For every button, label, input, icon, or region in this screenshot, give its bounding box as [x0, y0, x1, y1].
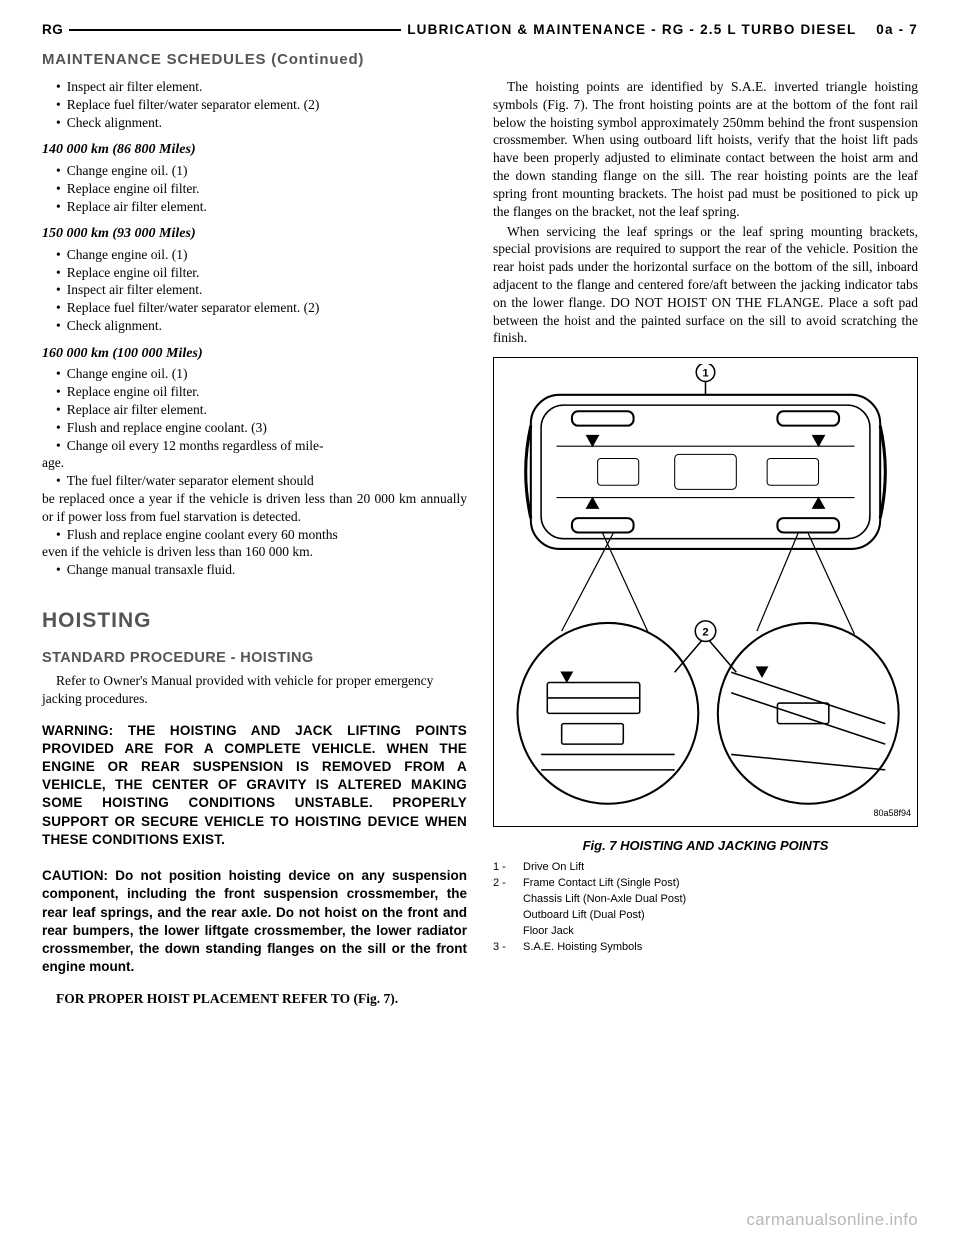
proper-hoist-note: FOR PROPER HOIST PLACEMENT REFER TO (Fig… [42, 990, 467, 1008]
header-section-title: LUBRICATION & MAINTENANCE - RG - 2.5 L T… [407, 22, 918, 37]
legend-key [493, 924, 523, 940]
hoisting-intro: Refer to Owner's Manual provided with ve… [42, 672, 467, 708]
hoisting-para-1: The hoisting points are identified by S.… [493, 78, 918, 221]
legend-row: Floor Jack [493, 924, 918, 940]
continued-heading: MAINTENANCE SCHEDULES (Continued) [42, 51, 918, 68]
caution-block: CAUTION: Do not position hoisting device… [42, 867, 467, 976]
figure-7: 1 [493, 357, 918, 827]
header-model: RG [42, 22, 63, 37]
bullet-item: Replace air filter element. [42, 198, 467, 216]
content-columns: Inspect air filter element. Replace fuel… [42, 78, 918, 1008]
bullet-item: Check alignment. [42, 114, 467, 132]
bullet-item: Change engine oil. (1) [42, 162, 467, 180]
bullet-item: Replace fuel filter/water separator elem… [42, 96, 467, 114]
bullet-item: Change engine oil. (1) [42, 246, 467, 264]
legend-row: 3 - S.A.E. Hoisting Symbols [493, 940, 918, 956]
bullet-item-wrap: age. [42, 454, 467, 472]
interval-heading: 140 000 km (86 800 Miles) [42, 141, 467, 159]
bullet-item: Change engine oil. (1) [42, 365, 467, 383]
legend-row: Chassis Lift (Non-Axle Dual Post) [493, 892, 918, 908]
bullet-item: Change oil every 12 months regardless of… [42, 437, 467, 455]
callout-2: 2 [702, 626, 708, 638]
figure-legend: 1 - Drive On Lift 2 - Frame Contact Lift… [493, 860, 918, 956]
bullet-item: Check alignment. [42, 317, 467, 335]
footer-watermark: carmanualsonline.info [746, 1210, 918, 1230]
bullet-item: Replace engine oil filter. [42, 383, 467, 401]
bullet-item: Flush and replace engine coolant. (3) [42, 419, 467, 437]
legend-key: 3 - [493, 940, 523, 956]
interval-heading: 150 000 km (93 000 Miles) [42, 225, 467, 243]
header-page-ref: 0a - 7 [876, 22, 918, 37]
hoisting-subheading: STANDARD PROCEDURE - HOISTING [42, 649, 467, 668]
legend-row: Outboard Lift (Dual Post) [493, 908, 918, 924]
legend-val: Floor Jack [523, 924, 918, 940]
bullet-item: Inspect air filter element. [42, 78, 467, 96]
bullet-item: Replace air filter element. [42, 401, 467, 419]
legend-key [493, 892, 523, 908]
legend-row: 1 - Drive On Lift [493, 860, 918, 876]
left-column: Inspect air filter element. Replace fuel… [42, 78, 467, 1008]
figure-code: 80a58f94 [500, 808, 911, 820]
warning-block: WARNING: THE HOISTING AND JACK LIFTING P… [42, 722, 467, 850]
bullet-item: Inspect air filter element. [42, 281, 467, 299]
legend-row: 2 - Frame Contact Lift (Single Post) [493, 876, 918, 892]
bullet-item: Flush and replace engine coolant every 6… [42, 526, 467, 544]
bullet-item: Change manual transaxle fluid. [42, 561, 467, 579]
bullet-item-wrap: even if the vehicle is driven less than … [42, 543, 467, 561]
page: RG LUBRICATION & MAINTENANCE - RG - 2.5 … [0, 0, 960, 1242]
hoisting-heading: HOISTING [42, 607, 467, 635]
legend-val: Frame Contact Lift (Single Post) [523, 876, 918, 892]
hoisting-para-2: When servicing the leaf springs or the l… [493, 223, 918, 348]
legend-val: Chassis Lift (Non-Axle Dual Post) [523, 892, 918, 908]
bullet-item: The fuel filter/water separator element … [42, 472, 467, 490]
legend-key: 1 - [493, 860, 523, 876]
bullet-item: Replace engine oil filter. [42, 180, 467, 198]
header-title-text: LUBRICATION & MAINTENANCE - RG - 2.5 L T… [407, 22, 856, 37]
figure-caption: Fig. 7 HOISTING AND JACKING POINTS [493, 837, 918, 854]
legend-val: Outboard Lift (Dual Post) [523, 908, 918, 924]
legend-key [493, 908, 523, 924]
bullet-item: Replace fuel filter/water separator elem… [42, 299, 467, 317]
bullet-item: Replace engine oil filter. [42, 264, 467, 282]
interval-heading: 160 000 km (100 000 Miles) [42, 345, 467, 363]
legend-key: 2 - [493, 876, 523, 892]
bullet-item-wrap: be replaced once a year if the vehicle i… [42, 490, 467, 526]
figure-7-svg: 1 [500, 364, 911, 806]
page-header: RG LUBRICATION & MAINTENANCE - RG - 2.5 … [42, 22, 918, 37]
legend-val: S.A.E. Hoisting Symbols [523, 940, 918, 956]
legend-val: Drive On Lift [523, 860, 918, 876]
header-rule [69, 29, 401, 31]
callout-1: 1 [702, 368, 708, 380]
right-column: The hoisting points are identified by S.… [493, 78, 918, 1008]
